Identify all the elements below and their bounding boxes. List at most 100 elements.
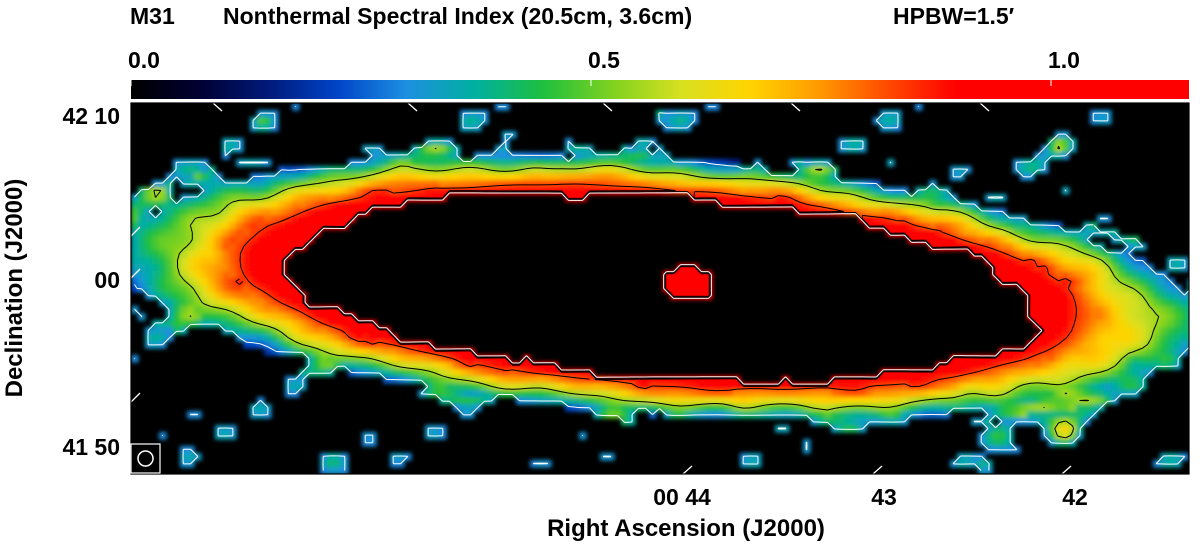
contour-segment: [194, 217, 198, 219]
map-cell: [208, 264, 216, 272]
map-cell: [845, 201, 853, 209]
contour-segment: [925, 206, 933, 210]
map-cell: [859, 418, 867, 426]
map-cell: [313, 215, 321, 223]
map-cell: [1048, 138, 1056, 146]
contour-segment: [827, 191, 835, 193]
map-cell: [859, 404, 867, 412]
map-cell: [1006, 278, 1014, 286]
map-cell: [1041, 243, 1049, 251]
map-cell: [691, 278, 699, 286]
map-cell: [439, 348, 447, 356]
map-cell: [285, 376, 293, 384]
contour-segment: [183, 330, 185, 332]
contour-segment: [1058, 338, 1066, 345]
contour-segment: [526, 357, 528, 359]
contour-segment: [645, 141, 653, 149]
map-cell: [229, 257, 237, 265]
contour-segment: [505, 369, 513, 372]
map-cell: [1160, 320, 1168, 328]
map-cell: [810, 187, 818, 195]
map-cell: [257, 271, 265, 279]
contour-segment: [295, 341, 303, 345]
map-cell: [1139, 264, 1147, 272]
map-cell: [1125, 306, 1133, 314]
map-cell: [908, 208, 916, 216]
map-cell: [929, 229, 937, 237]
contour-segment: [617, 165, 625, 169]
map-cell: [201, 215, 209, 223]
map-cell: [299, 348, 307, 356]
map-cell: [243, 201, 251, 209]
map-cell: [852, 404, 860, 412]
map-cell: [929, 222, 937, 230]
map-cell: [768, 187, 776, 195]
map-cell: [1118, 306, 1126, 314]
contour-segment: [1128, 351, 1135, 354]
map-cell: [1006, 390, 1014, 398]
map-cell: [586, 383, 594, 391]
contour-segment: [785, 181, 793, 184]
map-cell: [852, 383, 860, 391]
contour-segment: [890, 202, 898, 204]
map-cell: [1048, 243, 1056, 251]
contour-segment: [904, 233, 911, 240]
contour-segment: [1037, 330, 1045, 338]
map-cell: [460, 355, 468, 363]
map-cell: [845, 194, 853, 202]
map-cell: [663, 278, 671, 286]
contour-segment: [932, 365, 939, 372]
contour-segment: [491, 386, 499, 389]
map-cell: [145, 278, 153, 286]
map-cell: [432, 390, 440, 398]
map-cell: [614, 173, 622, 181]
map-cell: [460, 110, 468, 118]
map-cell: [418, 369, 426, 377]
map-cell: [796, 397, 804, 405]
map-cell: [1020, 355, 1028, 363]
map-cell: [243, 187, 251, 195]
map-cell: [824, 194, 832, 202]
map-cell: [873, 187, 881, 195]
map-cell: [1055, 229, 1063, 237]
contour-segment: [257, 323, 261, 325]
map-cell: [1167, 313, 1175, 321]
contour-segment: [421, 351, 429, 354]
contour-segment: [986, 260, 989, 263]
map-cell: [537, 166, 545, 174]
contour-segment: [554, 389, 562, 393]
map-cell: [943, 376, 951, 384]
map-cell: [306, 229, 314, 237]
map-cell: [460, 383, 468, 391]
map-cell: [831, 383, 839, 391]
contour-segment: [288, 253, 290, 255]
map-cell: [572, 383, 580, 391]
contour-segment: [659, 120, 667, 128]
map-cell: [523, 355, 531, 363]
contour-segment: [585, 192, 590, 198]
contour-segment: [365, 148, 373, 156]
map-cell: [166, 229, 174, 237]
map-cell: [999, 439, 1007, 447]
map-cell: [292, 236, 300, 244]
map-cell: [698, 376, 706, 384]
map-cell: [1125, 243, 1133, 251]
map-cell: [474, 397, 482, 405]
map-cell: [1062, 138, 1070, 146]
map-cell: [656, 159, 664, 167]
map-cell: [271, 278, 279, 286]
contour-segment: [1067, 288, 1073, 296]
map-cell: [208, 243, 216, 251]
contour-segment: [267, 225, 270, 227]
map-cell: [341, 180, 349, 188]
map-cell: [257, 194, 265, 202]
map-cell: [271, 313, 279, 321]
map-cell: [222, 215, 230, 223]
map-cell: [957, 229, 965, 237]
map-cell: [600, 390, 608, 398]
map-cell: [159, 250, 167, 258]
contour-segment: [1016, 257, 1023, 261]
map-cell: [362, 355, 370, 363]
map-cell: [1125, 299, 1133, 307]
map-cell: [621, 180, 629, 188]
